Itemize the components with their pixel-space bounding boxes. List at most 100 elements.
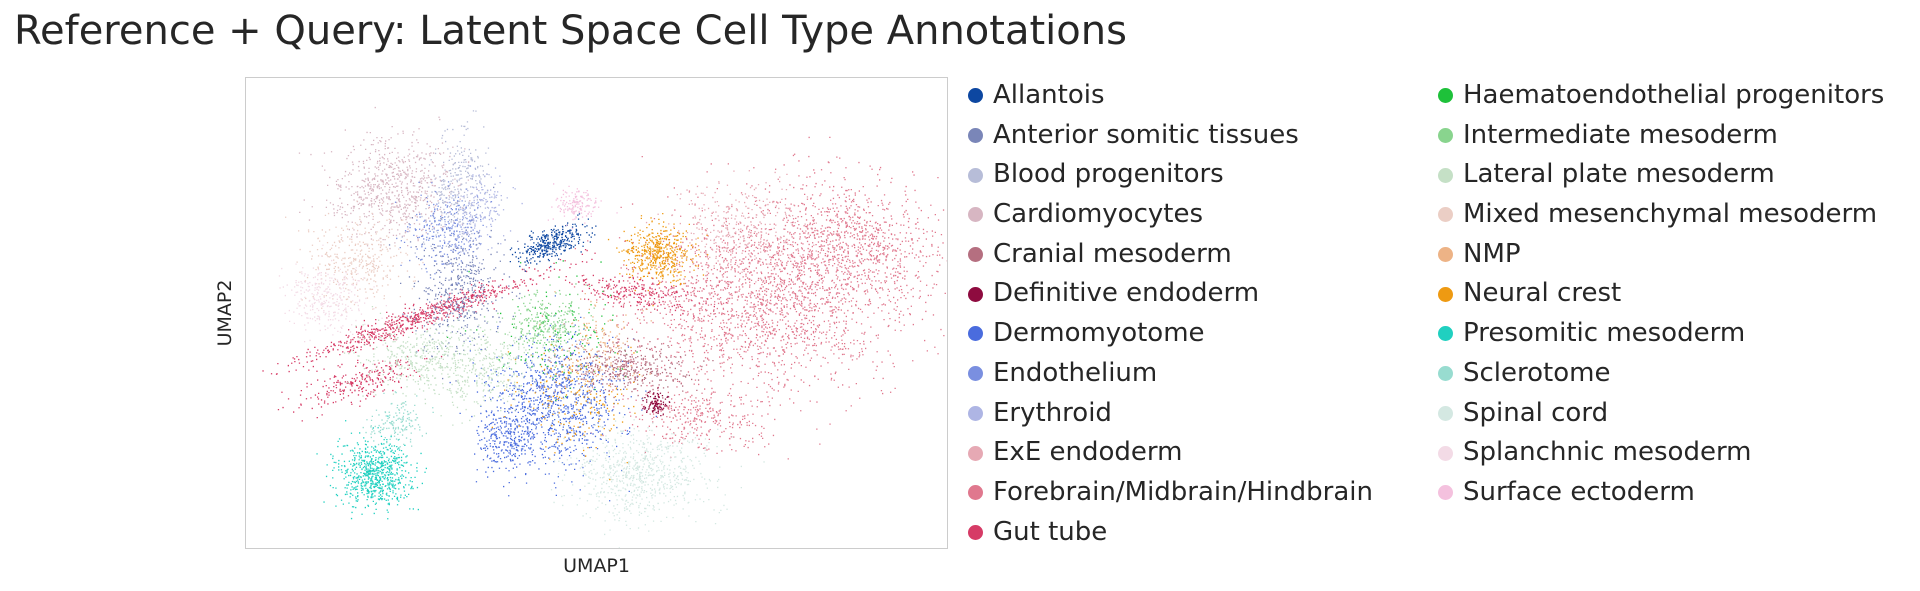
scatter-points	[509, 213, 597, 272]
cluster-allantois	[509, 213, 597, 272]
legend-marker	[1438, 485, 1453, 501]
scatter-points	[285, 200, 424, 313]
legend-marker	[1438, 286, 1453, 302]
cluster-blood-progenitors	[401, 110, 503, 277]
x-axis-label: UMAP1	[563, 555, 630, 577]
legend-item-erythroid: Erythroid	[968, 394, 1373, 434]
legend-item-allantois: Allantois	[968, 76, 1373, 116]
cluster-intermediate-mesoderm	[482, 283, 603, 370]
legend-label: Allantois	[993, 80, 1105, 110]
cluster-gut-tube	[564, 266, 727, 317]
cluster-spinal-cord	[550, 390, 765, 548]
legend-item-dermomyotome: Dermomyotome	[968, 314, 1373, 354]
legend-marker	[1438, 128, 1453, 144]
legend-marker	[968, 286, 983, 302]
cluster-lateral-plate-mesoderm	[411, 304, 566, 426]
legend-label: Gut tube	[993, 516, 1108, 547]
legend-column-1: Allantois Anterior somitic tissues Blood p…	[968, 76, 1373, 552]
legend-marker	[968, 445, 983, 461]
legend-item-exe-endoderm: ExE endoderm	[968, 433, 1373, 473]
legend-label: Sclerotome	[1463, 357, 1611, 388]
legend-marker	[1438, 167, 1453, 183]
legend-label: NMP	[1463, 238, 1521, 269]
scatter-points	[277, 349, 443, 422]
legend-marker	[968, 366, 983, 382]
legend-item-endothelium: Endothelium	[968, 354, 1373, 394]
cluster-sclerotome	[362, 391, 434, 456]
legend-item-lateral-plate-mesoderm: Lateral plate mesoderm	[1438, 155, 1884, 195]
legend-marker	[968, 326, 983, 342]
legend-label: Cardiomyocytes	[993, 199, 1203, 230]
legend-item-forebrain-midbrain-hindbrain: Forebrain/Midbrain/Hindbrain	[968, 473, 1373, 513]
legend-item-neural-crest: Neural crest	[1438, 274, 1884, 314]
y-axis-label: UMAP2	[214, 279, 236, 347]
scatter-points	[550, 390, 765, 548]
legend-item-cranial-mesoderm: Cranial mesoderm	[968, 235, 1373, 275]
scatter-points	[541, 136, 945, 445]
cluster-forebrain-midbrain-hindbrain	[749, 136, 947, 337]
legend-item-nmp: NMP	[1438, 235, 1884, 275]
legend-marker	[968, 405, 983, 421]
scatter-points	[298, 106, 478, 250]
legend-marker	[1438, 207, 1453, 223]
legend-label: Cranial mesoderm	[993, 238, 1232, 269]
legend-item-definitive-endoderm: Definitive endoderm	[968, 274, 1373, 314]
legend-marker	[968, 207, 983, 223]
legend-marker	[1438, 247, 1453, 263]
legend-marker	[1438, 445, 1453, 461]
scatter-points	[411, 304, 566, 426]
legend-marker	[968, 247, 983, 263]
legend-label: ExE endoderm	[993, 437, 1183, 468]
scatter-points	[590, 371, 802, 460]
legend-marker	[968, 485, 983, 501]
legend-item-anterior-somitic-tissues: Anterior somitic tissues	[968, 116, 1373, 156]
legend-marker	[968, 88, 983, 104]
legend-item-sclerotome: Sclerotome	[1438, 354, 1884, 394]
cluster-definitive-endoderm	[642, 387, 675, 417]
scatter-points	[749, 136, 947, 337]
scatter-points	[482, 283, 603, 370]
legend-label: Splanchnic mesoderm	[1463, 437, 1752, 468]
legend-column-2: Haematoendothelial progenitors Intermedia…	[1438, 76, 1884, 513]
cluster-presomitic-mesoderm	[316, 415, 427, 520]
plot-area	[245, 77, 948, 549]
cluster-gut-tube	[277, 349, 443, 422]
cluster-neural-crest	[607, 213, 709, 307]
scatter-points	[491, 326, 641, 481]
scatter-points	[401, 110, 503, 277]
cluster-nmp	[530, 291, 652, 393]
legend-item-mixed-mesenchymal-mesoderm: Mixed mesenchymal mesoderm	[1438, 195, 1884, 235]
legend-label: Endothelium	[993, 357, 1158, 388]
legend-label: Haematoendothelial progenitors	[1463, 80, 1885, 110]
legend-item-cardiomyocytes: Cardiomyocytes	[968, 195, 1373, 235]
legend-item-splanchnic-mesoderm: Splanchnic mesoderm	[1438, 433, 1884, 473]
legend-marker	[1438, 88, 1453, 104]
legend-label: Neural crest	[1463, 278, 1622, 309]
legend-label: Forebrain/Midbrain/Hindbrain	[993, 476, 1373, 507]
cluster-forebrain-midbrain-hindbrain	[541, 136, 945, 445]
cluster-forebrain-midbrain-hindbrain	[590, 371, 802, 460]
scatter-points	[362, 391, 434, 456]
legend-marker	[1438, 366, 1453, 382]
scatter-points	[316, 415, 427, 520]
legend-item-spinal-cord: Spinal cord	[1438, 394, 1884, 434]
legend-label: Spinal cord	[1463, 397, 1609, 428]
legend-label: Intermediate mesoderm	[1463, 119, 1778, 150]
legend-label: Presomitic mesoderm	[1463, 318, 1746, 349]
cluster-cardiomyocytes	[298, 106, 478, 250]
legend-label: Anterior somitic tissues	[993, 119, 1299, 150]
legend-label: Dermomyotome	[993, 318, 1205, 349]
legend-label: Surface ectoderm	[1463, 476, 1695, 507]
scatter-plot	[262, 106, 947, 548]
legend-item-intermediate-mesoderm: Intermediate mesoderm	[1438, 116, 1884, 156]
legend-label: Blood progenitors	[993, 159, 1224, 190]
cluster-mixed-mesenchymal-mesoderm	[285, 200, 424, 313]
cluster-splanchnic-mesoderm	[278, 237, 387, 346]
legend-label: Erythroid	[993, 397, 1112, 428]
legend-marker	[968, 128, 983, 144]
legend-item-haematoendothelial-progenitors: Haematoendothelial progenitors	[1438, 76, 1884, 116]
legend-item-surface-ectoderm: Surface ectoderm	[1438, 473, 1884, 513]
legend-item-blood-progenitors: Blood progenitors	[968, 155, 1373, 195]
legend-label: Mixed mesenchymal mesoderm	[1463, 199, 1878, 230]
legend-label: Lateral plate mesoderm	[1463, 159, 1775, 190]
